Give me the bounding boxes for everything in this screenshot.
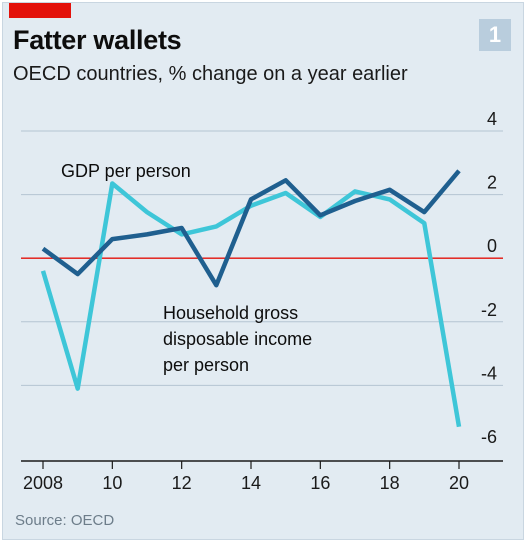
brand-red-tag [9, 3, 71, 18]
series-lines [40, 169, 462, 428]
chart-number-badge: 1 [479, 19, 511, 51]
income-series-label: per person [163, 355, 249, 375]
income-series-line [40, 181, 462, 428]
y-tick-label: -4 [481, 363, 497, 383]
annotations: GDP per person Household gross disposable … [61, 161, 312, 375]
x-tick-label: 18 [380, 473, 400, 493]
y-tick-label: 2 [487, 173, 497, 193]
x-tick-label: 12 [172, 473, 192, 493]
source-note: Source: OECD [15, 512, 115, 529]
gridlines [21, 130, 503, 386]
income-series-label: disposable income [163, 329, 312, 349]
x-tick-label: 10 [102, 473, 122, 493]
x-tick-label: 20 [449, 473, 469, 493]
income-series-label: Household gross [163, 303, 298, 323]
x-tick-label: 14 [241, 473, 261, 493]
y-tick-label: 0 [487, 236, 497, 256]
y-tick-label: -2 [481, 300, 497, 320]
gdp-series-label: GDP per person [61, 161, 191, 181]
y-tick-label: 4 [487, 109, 497, 129]
chart-subtitle: OECD countries, % change on a year earli… [13, 63, 408, 85]
y-tick-label: -6 [481, 427, 497, 447]
x-tick-label: 2008 [23, 473, 63, 493]
chart-title: Fatter wallets [13, 25, 182, 55]
gdp-series-line [41, 169, 461, 288]
x-tick-label: 16 [310, 473, 330, 493]
